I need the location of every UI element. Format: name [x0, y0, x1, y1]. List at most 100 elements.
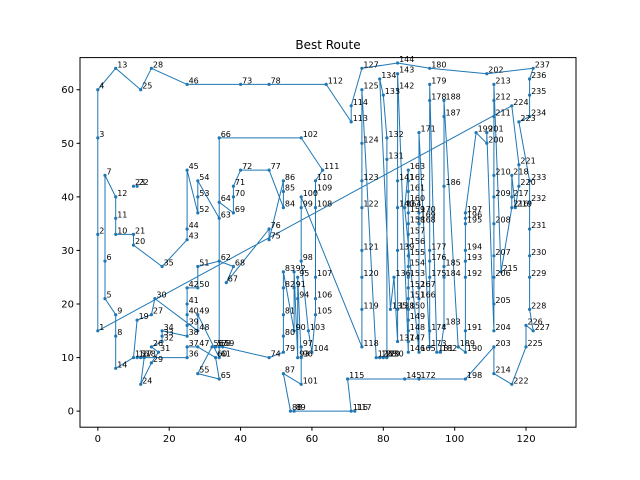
- route-point: [385, 157, 389, 161]
- route-point: [299, 206, 303, 210]
- route-point: [528, 200, 532, 204]
- route-point: [492, 114, 496, 119]
- point-label: 148: [410, 323, 425, 332]
- point-label: 168: [421, 216, 436, 225]
- route-point: [196, 329, 200, 333]
- route-point: [296, 275, 300, 279]
- route-point: [417, 286, 421, 290]
- point-label: 100: [303, 189, 318, 198]
- point-label: 181: [438, 344, 453, 353]
- route-point: [239, 168, 243, 172]
- point-label: 9: [117, 307, 122, 316]
- route-point: [417, 131, 421, 135]
- point-label: 2: [99, 226, 104, 235]
- point-label: 91: [296, 280, 306, 289]
- route-point: [96, 88, 100, 92]
- point-label: 86: [285, 173, 295, 182]
- y-tick-label: 50: [61, 139, 74, 150]
- route-point: [281, 189, 285, 194]
- route-point: [442, 275, 446, 279]
- point-label: 204: [495, 323, 510, 332]
- route-point: [324, 82, 328, 86]
- route-point: [428, 275, 432, 279]
- point-label: 33: [164, 328, 174, 337]
- route-point: [524, 323, 528, 327]
- point-label: 21: [135, 226, 145, 235]
- route-point: [388, 307, 392, 311]
- route-point: [406, 211, 410, 215]
- point-label: 4: [99, 82, 104, 91]
- route-point: [406, 168, 410, 172]
- point-label: 25: [142, 82, 152, 91]
- point-label: 115: [349, 371, 364, 380]
- point-label: 225: [528, 339, 543, 348]
- route-point: [313, 275, 318, 279]
- route-point: [281, 179, 285, 183]
- point-label: 180: [431, 60, 446, 69]
- route-point: [396, 307, 400, 311]
- route-point: [492, 275, 496, 279]
- point-label: 43: [189, 232, 199, 241]
- route-point: [114, 195, 118, 199]
- route-point: [185, 334, 189, 338]
- x-tick-label: 40: [234, 434, 247, 445]
- point-label: 106: [317, 291, 332, 300]
- point-label: 35: [164, 259, 174, 268]
- route-point: [196, 211, 200, 215]
- route-point: [417, 350, 421, 354]
- route-point: [210, 345, 214, 349]
- point-label: 172: [421, 371, 436, 380]
- point-label: 114: [353, 98, 368, 107]
- route-point: [103, 173, 107, 177]
- point-label: 222: [513, 376, 528, 385]
- point-label: 90: [296, 323, 306, 332]
- route-point: [299, 356, 303, 360]
- point-label: 128: [381, 350, 396, 359]
- route-point: [292, 329, 296, 333]
- point-label: 113: [353, 114, 368, 123]
- route-point: [267, 356, 271, 360]
- route-point: [492, 98, 496, 103]
- route-point: [196, 179, 200, 183]
- route-point: [406, 264, 410, 269]
- point-label: 130: [388, 350, 403, 359]
- point-label: 152: [410, 280, 425, 289]
- point-label: 98: [303, 253, 313, 262]
- point-label: 146: [410, 344, 425, 353]
- point-label: 142: [399, 82, 414, 91]
- point-label: 167: [421, 280, 436, 289]
- route-point: [349, 120, 353, 124]
- route-point: [96, 232, 100, 236]
- route-point: [149, 345, 153, 349]
- route-point: [492, 173, 496, 177]
- point-label: 195: [467, 216, 482, 225]
- point-label: 157: [410, 226, 425, 235]
- point-label: 140: [399, 200, 414, 209]
- route-point: [196, 345, 200, 349]
- point-label: 176: [431, 253, 446, 262]
- point-label: 82: [285, 280, 295, 289]
- point-label: 164: [406, 200, 421, 209]
- chart-title: Best Route: [295, 38, 360, 52]
- point-label: 122: [363, 200, 378, 209]
- point-label: 224: [513, 98, 528, 107]
- route-point: [406, 189, 410, 194]
- y-axis: 0 10 20 30 40 50 60: [61, 85, 80, 418]
- route-line: [97, 62, 534, 412]
- point-label: 170: [421, 205, 436, 214]
- route-point: [528, 275, 532, 279]
- point-label: 37: [189, 339, 199, 348]
- route-point: [217, 259, 221, 263]
- point-label: 81: [285, 307, 295, 316]
- route-point: [456, 345, 460, 349]
- x-tick-label: 80: [377, 434, 390, 445]
- point-label: 102: [303, 130, 318, 139]
- route-point: [392, 275, 396, 279]
- route-point: [214, 345, 218, 349]
- route-point: [160, 339, 164, 344]
- point-label: 211: [495, 109, 510, 118]
- labels-layer: 1234567891011121314151617181920212223242…: [99, 55, 550, 412]
- route-point: [406, 275, 410, 279]
- route-point: [114, 334, 118, 338]
- route-point: [396, 88, 400, 92]
